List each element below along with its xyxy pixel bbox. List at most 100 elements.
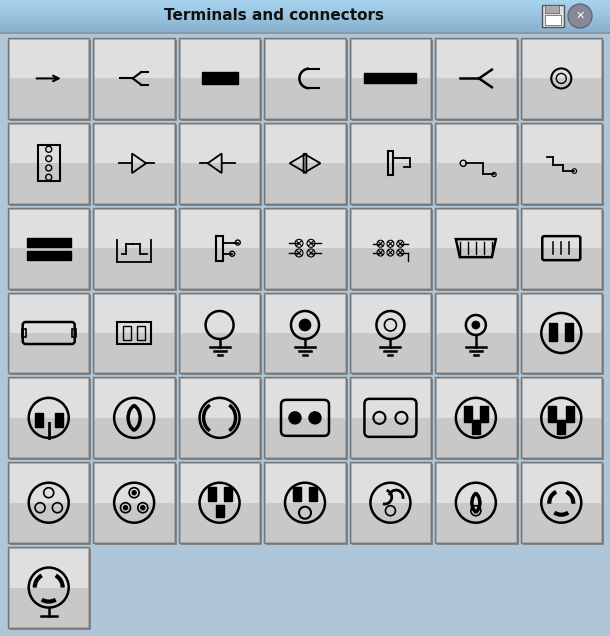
Bar — [0, 0, 610, 32]
Bar — [523, 380, 604, 460]
Bar — [93, 377, 175, 459]
Bar — [523, 210, 604, 291]
Bar — [123, 326, 131, 340]
Bar — [8, 208, 90, 289]
Bar — [352, 40, 433, 121]
Bar — [520, 462, 602, 502]
Bar — [352, 125, 433, 205]
Text: ✕: ✕ — [575, 11, 585, 21]
Bar — [0, 25, 610, 26]
Bar — [351, 463, 430, 542]
Bar — [8, 208, 90, 248]
Bar — [264, 462, 346, 543]
Bar — [10, 464, 92, 545]
Bar — [0, 22, 610, 23]
Bar — [93, 208, 175, 248]
Bar — [267, 294, 348, 375]
Bar — [0, 31, 610, 32]
Bar — [0, 13, 610, 14]
Bar — [9, 294, 88, 373]
Bar — [179, 38, 260, 119]
Bar — [0, 4, 610, 5]
Bar — [179, 38, 260, 78]
Bar — [93, 208, 175, 289]
Bar — [93, 462, 175, 502]
Bar — [435, 377, 517, 459]
Bar — [0, 11, 610, 12]
Bar — [264, 208, 346, 289]
Bar — [264, 293, 346, 333]
Bar — [437, 294, 518, 375]
Bar — [10, 549, 92, 630]
Bar — [8, 38, 90, 119]
Bar — [435, 38, 517, 78]
Bar — [264, 38, 346, 119]
Bar — [350, 462, 431, 502]
Bar — [179, 38, 260, 119]
Bar — [566, 406, 574, 422]
Bar — [435, 208, 517, 289]
Bar — [520, 38, 602, 78]
Bar — [180, 294, 259, 373]
Bar — [364, 73, 417, 83]
Bar — [27, 238, 71, 247]
Bar — [435, 377, 517, 418]
Bar — [0, 24, 610, 25]
Bar — [520, 208, 602, 289]
Bar — [22, 329, 26, 337]
Bar — [8, 208, 90, 289]
Bar — [181, 125, 262, 205]
Bar — [180, 39, 259, 118]
Bar — [350, 38, 431, 119]
Bar — [117, 322, 151, 344]
Bar — [264, 123, 346, 204]
Bar — [0, 32, 610, 34]
Bar — [95, 294, 177, 375]
Bar — [179, 208, 260, 289]
Bar — [179, 123, 260, 163]
Bar — [180, 124, 259, 203]
Bar — [8, 377, 90, 459]
Bar — [264, 293, 346, 373]
Bar — [523, 125, 604, 205]
Bar — [436, 39, 515, 118]
Bar — [435, 293, 517, 373]
Bar — [8, 547, 90, 588]
Bar — [520, 123, 602, 163]
Bar — [179, 377, 260, 418]
Bar — [38, 145, 60, 181]
Bar — [522, 39, 601, 118]
Bar — [520, 293, 602, 373]
Bar — [181, 40, 262, 121]
Bar — [265, 463, 345, 542]
Bar — [522, 294, 601, 373]
Bar — [350, 38, 431, 119]
Bar — [436, 463, 515, 542]
Bar — [558, 420, 565, 434]
Bar — [8, 293, 90, 373]
Bar — [351, 124, 430, 203]
Bar — [352, 210, 433, 291]
Bar — [435, 123, 517, 163]
Bar — [10, 125, 92, 205]
Bar — [350, 462, 431, 543]
Bar — [522, 463, 601, 542]
Bar — [522, 209, 601, 287]
Bar — [0, 2, 610, 3]
Bar — [95, 294, 174, 373]
Bar — [0, 28, 610, 29]
Bar — [217, 235, 223, 261]
Bar — [0, 15, 610, 16]
Bar — [351, 378, 430, 457]
Bar — [264, 208, 346, 248]
Circle shape — [141, 506, 145, 509]
Bar — [435, 123, 517, 204]
Bar — [265, 39, 345, 118]
Bar — [10, 294, 92, 375]
Bar — [8, 38, 90, 119]
Bar — [9, 463, 88, 542]
Bar — [8, 123, 90, 204]
Bar — [215, 505, 224, 516]
Bar — [350, 377, 431, 459]
Bar — [352, 294, 433, 375]
